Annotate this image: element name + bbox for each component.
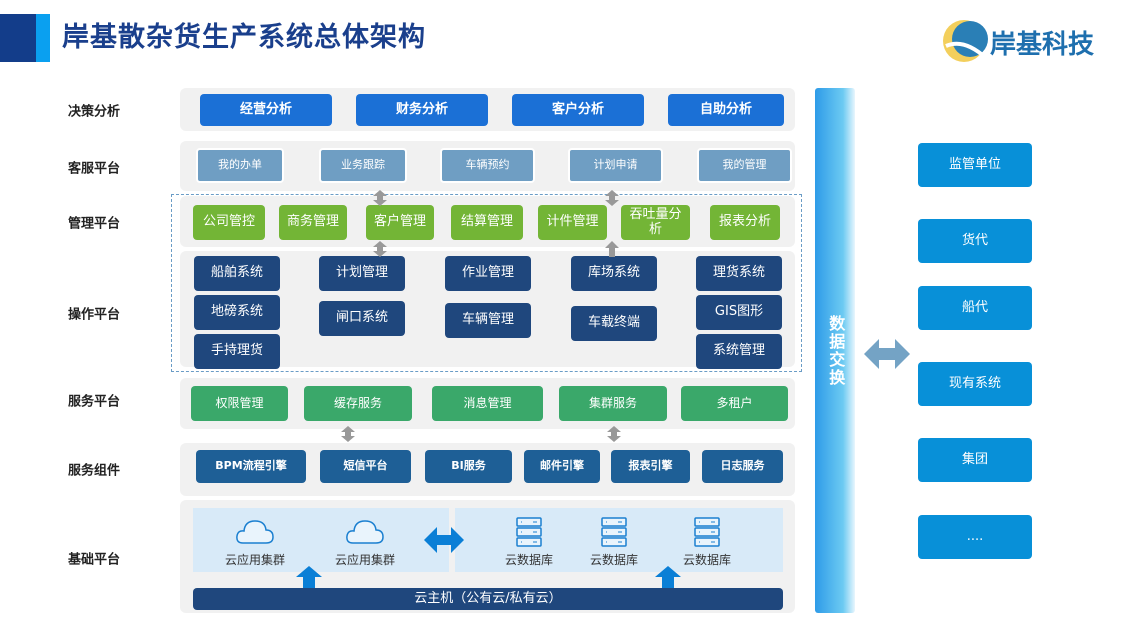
up-arrow-icon — [296, 566, 322, 592]
layer-label: 服务平台 — [68, 394, 121, 410]
cloud-host-bar: 云主机（公有云/私有云） — [193, 588, 783, 610]
title-accent-dark — [0, 14, 36, 62]
data-exchange-bar: 数据交换 — [815, 88, 855, 613]
cloud-icon — [235, 517, 275, 551]
layer-item-button[interactable]: 缓存服务 — [304, 386, 412, 421]
layer-item-button[interactable]: 集群服务 — [559, 386, 667, 421]
logo-text: 岸基科技 — [990, 30, 1095, 60]
cloud-app-panel — [193, 508, 449, 572]
external-system-button[interactable]: 船代 — [918, 286, 1032, 330]
layer-item-button[interactable]: 短信平台 — [320, 450, 411, 483]
layer-item-button[interactable]: 客户管理 — [366, 205, 434, 240]
base-component-label: 云应用集群 — [334, 553, 396, 567]
layer-item-button[interactable]: 我的管理 — [697, 148, 792, 183]
layer-item-button[interactable]: 车载终端 — [571, 306, 657, 341]
dashed-region — [171, 194, 802, 372]
double-arrow-icon — [340, 426, 356, 442]
layer-item-button[interactable]: 吞吐量分析 — [621, 205, 690, 240]
layer-item-button[interactable]: 手持理货 — [194, 334, 280, 369]
external-system-button[interactable]: 监管单位 — [918, 143, 1032, 187]
layer-item-button[interactable]: 邮件引擎 — [524, 450, 600, 483]
double-arrow-icon — [372, 190, 388, 206]
layer-item-button[interactable]: 车辆预约 — [440, 148, 535, 183]
double-arrow-icon — [424, 527, 464, 557]
logo-icon — [943, 20, 988, 62]
base-component-label: 云数据库 — [504, 553, 554, 567]
layer-item-button[interactable]: 消息管理 — [432, 386, 543, 421]
page-title: 岸基散杂货生产系统总体架构 — [62, 22, 426, 53]
layer-label: 服务组件 — [68, 463, 121, 479]
external-system-button[interactable]: .... — [918, 515, 1032, 559]
double-arrow-icon — [372, 241, 388, 257]
base-component-label: 云数据库 — [682, 553, 732, 567]
layer-item-button[interactable]: BPM流程引擎 — [196, 450, 306, 483]
server-database-icon — [601, 517, 627, 551]
layer-item-button[interactable]: 我的办单 — [196, 148, 284, 183]
double-arrow-icon — [604, 190, 620, 206]
up-arrow-icon — [604, 241, 620, 257]
layer-item-button[interactable]: 权限管理 — [191, 386, 288, 421]
layer-item-button[interactable]: 客户分析 — [512, 94, 644, 126]
layer-item-button[interactable]: 车辆管理 — [445, 303, 531, 338]
layer-item-button[interactable]: 报表分析 — [710, 205, 780, 240]
layer-item-button[interactable]: 报表引擎 — [611, 450, 690, 483]
layer-label: 基础平台 — [68, 552, 121, 568]
layer-item-button[interactable]: 计划管理 — [319, 256, 405, 291]
layer-item-button[interactable]: 公司管控 — [193, 205, 265, 240]
layer-item-button[interactable]: 作业管理 — [445, 256, 531, 291]
company-logo: 岸基科技 — [940, 18, 1120, 64]
layer-item-button[interactable]: GIS图形 — [696, 295, 782, 330]
layer-item-button[interactable]: 系统管理 — [696, 334, 782, 369]
layer-item-button[interactable]: 计件管理 — [538, 205, 607, 240]
layer-item-button[interactable]: 理货系统 — [696, 256, 782, 291]
base-component-label: 云数据库 — [589, 553, 639, 567]
external-system-button[interactable]: 集团 — [918, 438, 1032, 482]
layer-item-button[interactable]: 地磅系统 — [194, 295, 280, 330]
layer-label: 决策分析 — [68, 104, 121, 120]
layer-item-button[interactable]: 船舶系统 — [194, 256, 280, 291]
cloud-icon — [345, 517, 385, 551]
server-database-icon — [694, 517, 720, 551]
layer-label: 管理平台 — [68, 216, 121, 232]
layer-item-button[interactable]: BI服务 — [425, 450, 512, 483]
double-arrow-icon — [606, 426, 622, 442]
double-arrow-icon — [864, 339, 910, 373]
external-system-button[interactable]: 现有系统 — [918, 362, 1032, 406]
external-system-button[interactable]: 货代 — [918, 219, 1032, 263]
layer-label: 操作平台 — [68, 307, 121, 323]
layer-label: 客服平台 — [68, 161, 121, 177]
layer-item-button[interactable]: 商务管理 — [279, 205, 347, 240]
layer-item-button[interactable]: 自助分析 — [668, 94, 784, 126]
layer-item-button[interactable]: 多租户 — [681, 386, 788, 421]
layer-item-button[interactable]: 计划申请 — [568, 148, 663, 183]
layer-item-button[interactable]: 闸口系统 — [319, 301, 405, 336]
layer-item-button[interactable]: 日志服务 — [702, 450, 783, 483]
up-arrow-icon — [655, 566, 681, 592]
base-component-label: 云应用集群 — [224, 553, 286, 567]
server-database-icon — [516, 517, 542, 551]
layer-item-button[interactable]: 财务分析 — [356, 94, 488, 126]
layer-item-button[interactable]: 结算管理 — [451, 205, 523, 240]
layer-item-button[interactable]: 库场系统 — [571, 256, 657, 291]
layer-item-button[interactable]: 业务跟踪 — [319, 148, 407, 183]
layer-item-button[interactable]: 经营分析 — [200, 94, 332, 126]
title-accent-light — [36, 14, 50, 62]
